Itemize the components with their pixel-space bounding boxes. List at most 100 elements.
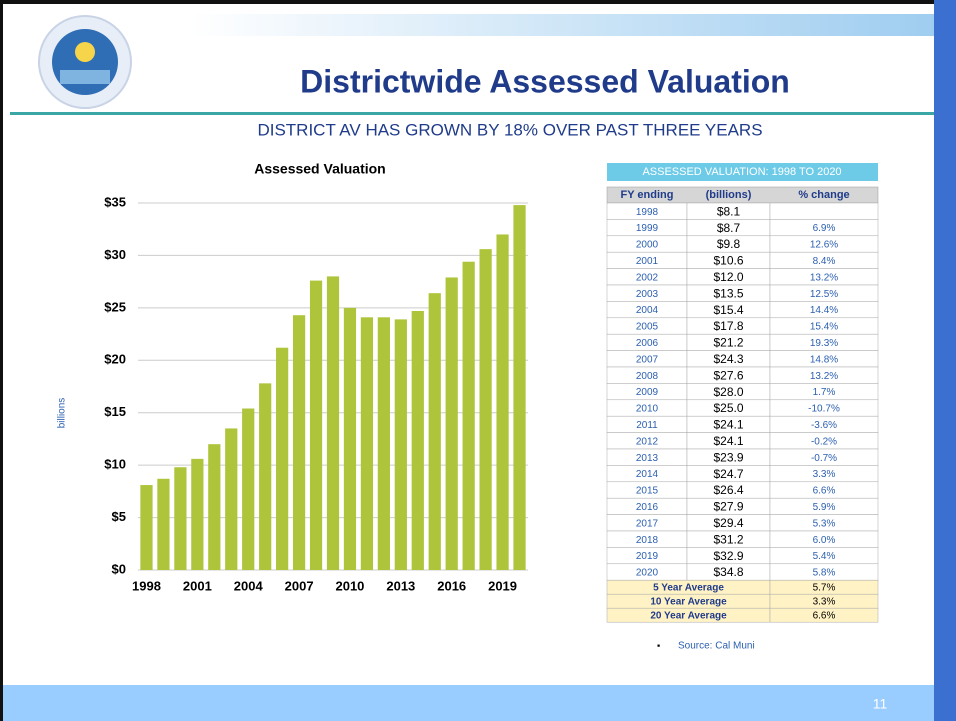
table-cell-text: $31.2 <box>713 532 743 546</box>
bar <box>360 317 374 570</box>
table-cell-text: 2011 <box>636 420 658 431</box>
table-title: ASSESSED VALUATION: 1998 TO 2020 <box>642 166 841 178</box>
bar <box>513 205 526 570</box>
y-tick-label: $5 <box>112 509 126 524</box>
table-cell-text: $15.4 <box>713 303 743 317</box>
y-tick-label: $20 <box>104 352 126 367</box>
table-cell-text: $27.6 <box>713 368 743 382</box>
table-cell-text: 2017 <box>636 518 659 529</box>
x-tick-label: 2007 <box>285 578 314 593</box>
table-cell-text: $25.0 <box>713 401 743 415</box>
table-cell-text: $8.1 <box>717 204 741 218</box>
top-border <box>0 0 956 4</box>
bar <box>428 293 441 570</box>
table-cell-text: 2001 <box>636 256 659 267</box>
left-border <box>0 0 3 721</box>
table-cell-text: 1.7% <box>813 387 836 398</box>
table-cell-text: 2014 <box>636 469 659 480</box>
table-cell-text: $17.8 <box>713 319 743 333</box>
bullet: ▪ <box>657 640 660 650</box>
x-tick-label: 2010 <box>335 578 364 593</box>
average-label: 20 Year Average <box>650 610 727 621</box>
table-cell-text: 5.9% <box>813 502 836 513</box>
table-cell-text: 14.8% <box>810 354 838 365</box>
table-cell-text: 12.5% <box>810 289 838 300</box>
bar <box>208 444 221 570</box>
table-cell-text: 1998 <box>636 207 659 218</box>
y-axis-label: billions <box>57 398 68 429</box>
table-cell-text: 5.4% <box>813 551 836 562</box>
x-tick-label: 1998 <box>132 578 161 593</box>
chart-title: Assessed Valuation <box>254 161 386 177</box>
table-cell-text: 15.4% <box>810 322 838 333</box>
x-tick-label: 2001 <box>183 578 212 593</box>
table-cell-text: $12.0 <box>713 270 743 284</box>
table-cell-text: 2003 <box>636 289 659 300</box>
bar <box>411 311 424 570</box>
table-cell-text: 2016 <box>636 502 659 513</box>
y-tick-label: $25 <box>104 299 126 314</box>
table-cell-text: 13.2% <box>810 272 838 283</box>
average-label: 5 Year Average <box>653 582 724 593</box>
bar <box>343 307 357 570</box>
bar <box>242 408 255 570</box>
table-cell-text: 2004 <box>636 305 659 316</box>
table-cell-text: $21.2 <box>713 336 743 350</box>
average-value: 3.3% <box>813 596 836 607</box>
bar <box>479 249 492 570</box>
table-title-bg <box>607 163 878 181</box>
bar <box>276 347 289 570</box>
bar <box>377 317 390 570</box>
subtitle: DISTRICT AV HAS GROWN BY 18% OVER PAST T… <box>257 120 762 139</box>
page-number: 11 <box>873 696 888 712</box>
logo <box>38 15 132 109</box>
bar <box>496 234 509 570</box>
table-cell-text: 2018 <box>636 535 659 546</box>
bar <box>225 428 238 570</box>
x-tick-label: 2013 <box>386 578 415 593</box>
divider <box>10 112 934 115</box>
bottom-band <box>3 685 934 721</box>
table-cell-text: $24.1 <box>713 418 743 432</box>
table-cell-text: 6.9% <box>813 223 836 234</box>
table-cell-text: 2005 <box>636 322 659 333</box>
bar <box>259 383 272 570</box>
y-tick-label: $15 <box>104 404 126 419</box>
table-cell-text: $27.9 <box>713 500 743 514</box>
bar <box>191 458 204 570</box>
bar <box>292 315 306 570</box>
table-cell-text: 1999 <box>636 223 659 234</box>
table-cell-text: -0.2% <box>811 436 837 447</box>
table-cell-text: 13.2% <box>810 371 838 382</box>
table-cell-text: $29.4 <box>713 516 743 530</box>
bar <box>326 276 340 570</box>
table-cell-text: 12.6% <box>810 240 838 251</box>
top-band <box>190 14 934 36</box>
table-header: (billions) <box>706 189 752 201</box>
x-tick-label: 2004 <box>234 578 264 593</box>
bar <box>174 467 187 570</box>
table-cell-text: -10.7% <box>808 404 840 415</box>
table-cell-text: $34.8 <box>713 565 743 579</box>
table-cell <box>769 202 879 220</box>
average-cell <box>769 607 879 623</box>
x-tick-label: 2016 <box>437 578 466 593</box>
bar <box>462 261 475 570</box>
table-cell-text: $10.6 <box>713 254 743 268</box>
table-header: FY ending <box>621 189 674 201</box>
table-cell-text: -3.6% <box>811 420 837 431</box>
table-cell-text: 2015 <box>636 486 659 497</box>
bar <box>157 478 170 570</box>
table-cell-text: -0.7% <box>811 453 837 464</box>
bar <box>394 319 407 570</box>
table-cell-text: 5.8% <box>813 568 836 579</box>
table-cell-text: 6.0% <box>813 535 836 546</box>
table-cell-text: $28.0 <box>713 385 743 399</box>
table-cell-text: 14.4% <box>810 305 838 316</box>
table-cell-text: 2012 <box>636 436 659 447</box>
table-cell-text: 2020 <box>636 568 659 579</box>
table-cell-text: 19.3% <box>810 338 838 349</box>
table-cell-text: $32.9 <box>713 549 743 563</box>
y-tick-label: $35 <box>104 194 126 209</box>
